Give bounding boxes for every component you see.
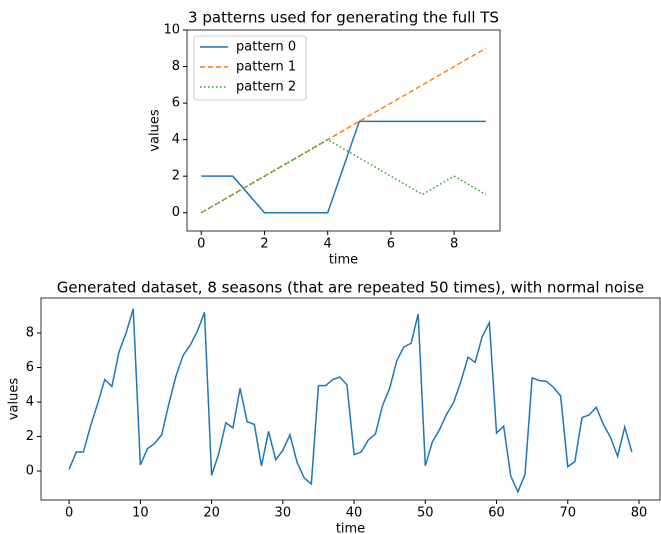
legend-label: pattern 1 bbox=[236, 60, 296, 75]
x-axis-label: time bbox=[329, 253, 358, 268]
y-tick-label: 2 bbox=[26, 429, 34, 444]
x-tick-label: 70 bbox=[559, 506, 576, 521]
y-tick-label: 10 bbox=[163, 23, 180, 38]
x-tick-label: 60 bbox=[488, 506, 505, 521]
x-tick-label: 8 bbox=[450, 237, 458, 252]
x-tick-label: 80 bbox=[631, 506, 648, 521]
y-tick-label: 0 bbox=[172, 205, 180, 220]
y-axis-label: values bbox=[7, 378, 22, 421]
y-axis-label: values bbox=[148, 109, 163, 152]
series-line bbox=[200, 47, 487, 214]
series-line bbox=[68, 308, 633, 494]
x-tick-label: 30 bbox=[275, 506, 292, 521]
y-tick-label: 6 bbox=[172, 96, 180, 111]
y-tick-label: 4 bbox=[172, 132, 180, 147]
legend-label: pattern 0 bbox=[236, 40, 296, 55]
chart-title: 3 patterns used for generating the full … bbox=[188, 9, 499, 27]
y-tick-label: 6 bbox=[26, 360, 34, 375]
series-line bbox=[200, 138, 487, 214]
series-line bbox=[201, 120, 486, 214]
legend-label: pattern 2 bbox=[236, 80, 296, 95]
x-tick-label: 0 bbox=[197, 237, 205, 252]
y-tick-label: 4 bbox=[26, 395, 34, 410]
x-tick-label: 40 bbox=[346, 506, 363, 521]
plot-frame bbox=[40, 297, 661, 501]
chart-title: Generated dataset, 8 seasons (that are r… bbox=[57, 279, 645, 297]
plot-frame bbox=[186, 29, 501, 232]
y-tick-label: 2 bbox=[172, 169, 180, 184]
x-tick-label: 2 bbox=[260, 237, 268, 252]
legend-box bbox=[193, 35, 307, 101]
x-tick-label: 50 bbox=[417, 506, 434, 521]
x-tick-label: 4 bbox=[324, 237, 332, 252]
x-tick-label: 0 bbox=[65, 506, 73, 521]
y-tick-label: 0 bbox=[26, 464, 34, 479]
x-axis-label: time bbox=[336, 522, 365, 534]
y-tick-label: 8 bbox=[172, 59, 180, 74]
x-tick-label: 10 bbox=[132, 506, 149, 521]
y-tick-label: 8 bbox=[26, 326, 34, 341]
x-tick-label: 6 bbox=[387, 237, 395, 252]
x-tick-label: 20 bbox=[203, 506, 220, 521]
